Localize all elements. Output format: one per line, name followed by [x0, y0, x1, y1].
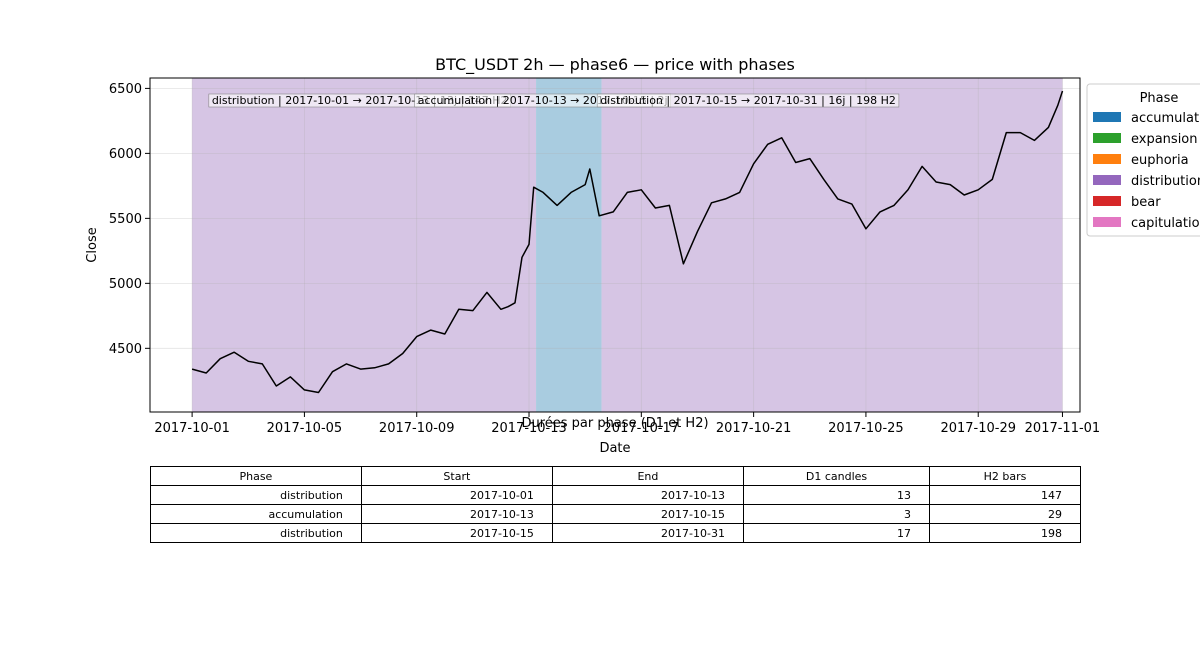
table-cell: distribution — [150, 485, 362, 505]
x-axis-label: Date — [599, 441, 630, 456]
phase-bands — [192, 78, 1063, 412]
table-cell: 2017-10-31 — [551, 523, 744, 543]
legend-swatch-distribution — [1093, 175, 1121, 185]
legend-label-capitulation: capitulation — [1131, 216, 1200, 231]
table-row: distribution 2017-10-15 2017-10-31 17 19… — [150, 523, 1081, 543]
grid-lines — [150, 78, 1080, 412]
legend-swatch-accumulation — [1093, 112, 1121, 122]
y-tick-label: 6000 — [109, 147, 142, 162]
legend-swatch-capitulation — [1093, 217, 1121, 227]
y-axis-label: Close — [85, 227, 100, 262]
table-header-row: Phase Start End D1 candles H2 bars — [150, 466, 1081, 486]
table-header-cell: D1 candles — [742, 466, 931, 486]
x-tick-label: 2017-10-25 — [828, 421, 904, 436]
x-axis-ticks: 2017-10-01 2017-10-05 2017-10-09 2017-10-13… — [154, 412, 1100, 436]
table-cell: 198 — [929, 523, 1081, 543]
table-cell: 2017-10-13 — [551, 485, 744, 505]
phase-band-accumulation — [536, 78, 602, 412]
y-axis-ticks: 4500 5000 5500 6000 6500 — [109, 82, 150, 357]
annotation-box — [596, 93, 900, 108]
table-row: distribution 2017-10-01 2017-10-13 13 14… — [150, 485, 1081, 505]
table-cell: 2017-10-15 — [551, 504, 744, 524]
phase-duration-table: Phase Start End D1 candles H2 bars distr… — [150, 466, 1081, 543]
legend-label-euphoria: euphoria — [1131, 153, 1189, 168]
table-header-cell: Start — [360, 466, 553, 486]
table-cell: 2017-10-15 — [360, 523, 553, 543]
x-tick-label: 2017-10-09 — [379, 421, 455, 436]
table-cell: 13 — [742, 485, 931, 505]
phase-band-distribution — [192, 78, 537, 412]
table-title: Durées par phase (D1 et H2) — [521, 416, 708, 431]
table-header-cell: H2 bars — [929, 466, 1081, 486]
phase-annotation: distribution | 2017-10-15 → 2017-10-31 |… — [596, 93, 900, 108]
legend: Phase accumulation expansion euphoria distri… — [1086, 83, 1200, 237]
x-tick-label: 2017-10-17 — [604, 421, 680, 436]
table-cell: distribution — [150, 523, 362, 543]
close-price-line — [191, 90, 1064, 394]
table-row: accumulation 2017-10-13 2017-10-15 3 29 — [150, 504, 1081, 524]
table-cell: 3 — [742, 504, 931, 524]
x-tick-label: 2017-10-05 — [267, 421, 343, 436]
legend-label-expansion: expansion — [1131, 132, 1198, 147]
y-tick-label: 5000 — [109, 277, 142, 292]
legend-swatch-expansion — [1093, 133, 1121, 143]
table-cell: accumulation — [150, 504, 362, 524]
table-cell: 2017-10-13 — [360, 504, 553, 524]
table-header-cell: End — [551, 466, 744, 486]
legend-label-accumulation: accumulation — [1131, 111, 1200, 126]
table-cell: 17 — [742, 523, 931, 543]
plot-frame — [149, 77, 1081, 413]
x-tick-label: 2017-10-21 — [716, 421, 792, 436]
legend-swatch-bear — [1093, 196, 1121, 206]
phase-band-distribution — [601, 78, 1063, 412]
y-tick-label: 4500 — [109, 342, 142, 357]
phase-annotations: distribution | 2017-10-01 → 2017-10-13 |… — [208, 93, 900, 108]
legend-swatch-euphoria — [1093, 154, 1121, 164]
table-cell: 147 — [929, 485, 1081, 505]
x-tick-label: 2017-10-01 — [154, 421, 230, 436]
table-header-cell: Phase — [150, 466, 362, 486]
chart-title: BTC_USDT 2h — phase6 — price with phases — [435, 55, 795, 75]
table-cell: 2017-10-01 — [360, 485, 553, 505]
legend-title: Phase — [1140, 91, 1179, 106]
legend-label-bear: bear — [1131, 195, 1161, 210]
x-tick-label: 2017-11-01 — [1025, 421, 1101, 436]
y-tick-label: 5500 — [109, 212, 142, 227]
annotation-text: distribution | 2017-10-15 → 2017-10-31 |… — [600, 94, 896, 107]
y-tick-label: 6500 — [109, 82, 142, 97]
legend-label-distribution: distribution — [1131, 174, 1200, 189]
x-tick-label: 2017-10-13 — [491, 421, 567, 436]
table-cell: 29 — [929, 504, 1081, 524]
x-tick-label: 2017-10-29 — [940, 421, 1016, 436]
